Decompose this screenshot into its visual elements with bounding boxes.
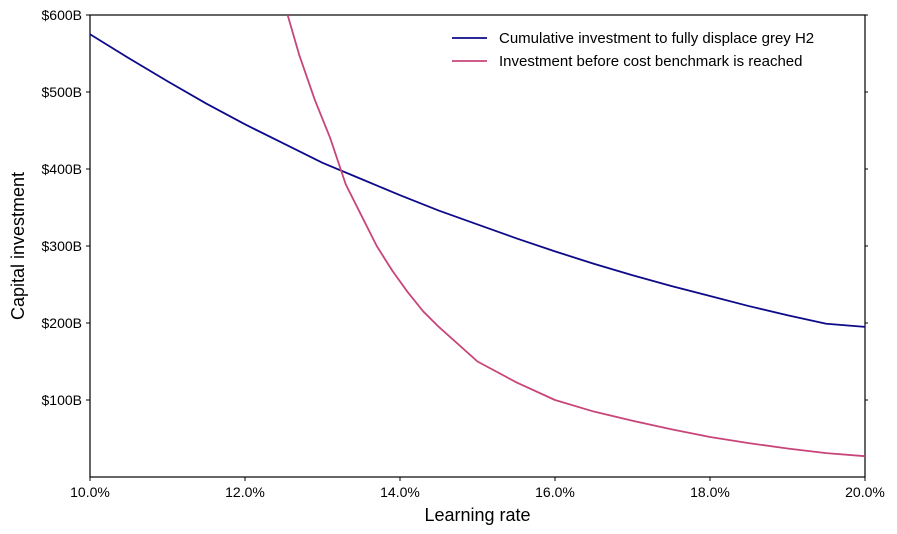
y-tick-label: $500B (42, 84, 82, 100)
x-tick-label: 14.0% (380, 484, 420, 500)
series-layer (90, 15, 865, 458)
y-axis: $100B $200B $300B $400B $500B $600B (42, 7, 868, 408)
y-tick-label: $300B (42, 238, 82, 254)
x-tick-label: 18.0% (690, 484, 730, 500)
x-axis-title: Learning rate (424, 505, 530, 525)
plot-area (89, 14, 866, 478)
x-tick-label: 10.0% (70, 484, 110, 500)
series-line-1 (90, 33, 865, 328)
x-tick-label: 16.0% (535, 484, 575, 500)
x-axis: 10.0% 12.0% 14.0% 16.0% 18.0% 20.0% (70, 477, 885, 500)
x-tick-label: 12.0% (225, 484, 265, 500)
legend-label-1: Cumulative investment to fully displace … (499, 30, 814, 47)
legend-label-2: Investment before cost benchmark is reac… (499, 53, 803, 70)
series-line-2 (286, 15, 865, 458)
plot-frame (89, 14, 866, 478)
y-axis-title: Capital investment (8, 172, 28, 320)
y-tick-label: $400B (42, 161, 82, 177)
y-tick-label: $200B (42, 315, 82, 331)
x-tick-label: 20.0% (845, 484, 885, 500)
y-tick-label: $100B (42, 392, 82, 408)
legend: Cumulative investment to fully displace … (452, 30, 814, 70)
y-tick-label: $600B (42, 7, 82, 23)
